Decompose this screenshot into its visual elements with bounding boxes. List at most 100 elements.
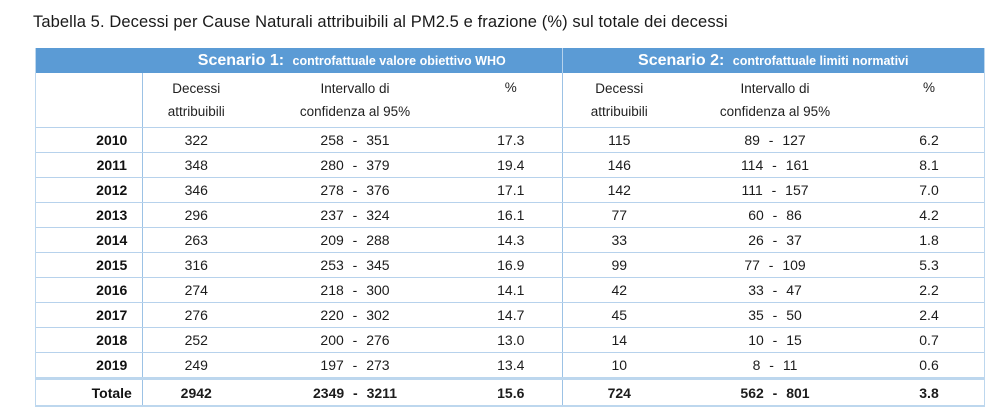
s2-deaths-cell: 146 (562, 152, 676, 178)
s1-ci-cell: 280 - 379 (250, 152, 460, 178)
year-cell: 2019 (36, 352, 143, 379)
s2-deaths-header-line1: Decessi (595, 81, 644, 96)
s2-pct-cell: 0.7 (874, 327, 984, 353)
total-row: Totale 2942 2349 - 3211 15.6 724 562 - 801 3.8 (36, 377, 984, 405)
s2-pct-cell: 6.2 (874, 127, 984, 153)
s1-ci-cell: 278 - 376 (250, 177, 460, 203)
s2-ci-cell: 114 - 161 (676, 152, 874, 178)
scenario1-header: Scenario 1: controfattuale valore obiett… (142, 48, 563, 73)
s1-ci-cell: 2349 - 3211 (250, 377, 460, 405)
column-header-row: Decessi attribuibili Intervallo di confi… (36, 73, 984, 128)
s1-pct-cell: 17.3 (460, 127, 563, 153)
s2-ci-cell: 8 - 11 (676, 352, 874, 379)
s2-deaths-cell: 142 (562, 177, 676, 203)
s1-pct-header: % (460, 73, 563, 128)
table-row: 2013 296 237 - 324 16.1 77 60 - 86 4.2 (36, 202, 984, 228)
scenario2-header: Scenario 2: controfattuale limiti normat… (562, 48, 984, 73)
s2-deaths-header-line2: attribuibili (590, 104, 648, 119)
table-row: 2016 274 218 - 300 14.1 42 33 - 47 2.2 (36, 277, 984, 303)
s2-ci-header: Intervallo di confidenza al 95% (676, 73, 874, 128)
s2-deaths-cell: 33 (562, 227, 676, 253)
s2-ci-cell: 26 - 37 (676, 227, 874, 253)
s1-pct-cell: 13.4 (460, 352, 563, 379)
s2-pct-header: % (874, 73, 984, 128)
s2-ci-cell: 10 - 15 (676, 327, 874, 353)
s2-pct-cell: 0.6 (874, 352, 984, 379)
year-cell: 2016 (36, 277, 143, 303)
s2-ci-cell: 111 - 157 (676, 177, 874, 203)
s2-ci-header-line1: Intervallo di (740, 81, 810, 96)
s2-ci-cell: 35 - 50 (676, 302, 874, 328)
s1-ci-cell: 200 - 276 (250, 327, 460, 353)
scenario2-description: controfattuale limiti normativi (732, 53, 909, 68)
s1-deaths-cell: 316 (142, 252, 250, 278)
s1-pct-cell: 15.6 (460, 377, 563, 405)
s2-pct-cell: 5.3 (874, 252, 984, 278)
s1-deaths-header: Decessi attribuibili (142, 73, 250, 128)
s2-deaths-cell: 10 (562, 352, 676, 379)
table-caption: Tabella 5. Decessi per Cause Naturali at… (33, 13, 728, 31)
table-row: 2011 348 280 - 379 19.4 146 114 - 161 8.1 (36, 152, 984, 178)
empty-year-header (36, 73, 143, 128)
s1-pct-cell: 14.3 (460, 227, 563, 253)
s2-pct-cell: 8.1 (874, 152, 984, 178)
s1-deaths-cell: 276 (142, 302, 250, 328)
table-row: 2010 322 258 - 351 17.3 115 89 - 127 6.2 (36, 127, 984, 153)
s1-deaths-cell: 263 (142, 227, 250, 253)
s1-pct-cell: 13.0 (460, 327, 563, 353)
s2-deaths-cell: 42 (562, 277, 676, 303)
s2-pct-cell: 3.8 (874, 377, 984, 405)
s1-deaths-cell: 249 (142, 352, 250, 379)
s2-deaths-cell: 14 (562, 327, 676, 353)
s1-ci-cell: 197 - 273 (250, 352, 460, 379)
s2-pct-cell: 2.4 (874, 302, 984, 328)
year-cell: 2015 (36, 252, 143, 278)
s1-ci-cell: 209 - 288 (250, 227, 460, 253)
table-body: 2010 322 258 - 351 17.3 115 89 - 127 6.2 2011 34… (36, 127, 984, 405)
s1-pct-cell: 16.9 (460, 252, 563, 278)
year-cell: 2013 (36, 202, 143, 228)
scenario1-description: controfattuale valore obiettivo WHO (292, 53, 506, 68)
s2-deaths-cell: 77 (562, 202, 676, 228)
year-cell: 2011 (36, 152, 143, 178)
year-cell: 2017 (36, 302, 143, 328)
table-row: 2019 249 197 - 273 13.4 10 8 - 11 0.6 (36, 352, 984, 379)
table-row: 2017 276 220 - 302 14.7 45 35 - 50 2.4 (36, 302, 984, 328)
table-row: 2012 346 278 - 376 17.1 142 111 - 157 7.0 (36, 177, 984, 203)
s2-pct-cell: 7.0 (874, 177, 984, 203)
year-cell: 2014 (36, 227, 143, 253)
scenario1-label: Scenario 1: (197, 51, 285, 69)
s1-pct-cell: 19.4 (460, 152, 563, 178)
s2-deaths-cell: 45 (562, 302, 676, 328)
year-cell: 2012 (36, 177, 143, 203)
s1-ci-header: Intervallo di confidenza al 95% (250, 73, 460, 128)
table-row: 2018 252 200 - 276 13.0 14 10 - 15 0.7 (36, 327, 984, 353)
s1-deaths-cell: 2942 (142, 377, 250, 405)
year-cell: Totale (36, 377, 143, 405)
s2-ci-cell: 33 - 47 (676, 277, 874, 303)
s1-ci-cell: 237 - 324 (250, 202, 460, 228)
s1-ci-cell: 220 - 302 (250, 302, 460, 328)
s1-deaths-cell: 348 (142, 152, 250, 178)
s2-ci-cell: 77 - 109 (676, 252, 874, 278)
s1-pct-cell: 14.1 (460, 277, 563, 303)
s1-deaths-cell: 274 (142, 277, 250, 303)
s2-ci-cell: 60 - 86 (676, 202, 874, 228)
data-table-container: Scenario 1: controfattuale valore obiett… (35, 48, 985, 407)
table-row: 2015 316 253 - 345 16.9 99 77 - 109 5.3 (36, 252, 984, 278)
corner-cell (36, 48, 142, 73)
s1-pct-cell: 16.1 (460, 202, 563, 228)
s1-deaths-cell: 322 (142, 127, 250, 153)
year-cell: 2010 (36, 127, 143, 153)
s2-deaths-cell: 115 (562, 127, 676, 153)
s1-ci-header-line1: Intervallo di (320, 81, 390, 96)
s2-ci-header-line2: confidenza al 95% (719, 104, 831, 119)
s1-pct-cell: 17.1 (460, 177, 563, 203)
s1-deaths-header-line2: attribuibili (167, 104, 225, 119)
s1-ci-cell: 258 - 351 (250, 127, 460, 153)
s2-deaths-header: Decessi attribuibili (562, 73, 676, 128)
table-row: 2014 263 209 - 288 14.3 33 26 - 37 1.8 (36, 227, 984, 253)
s2-ci-cell: 89 - 127 (676, 127, 874, 153)
s2-deaths-cell: 724 (562, 377, 676, 405)
